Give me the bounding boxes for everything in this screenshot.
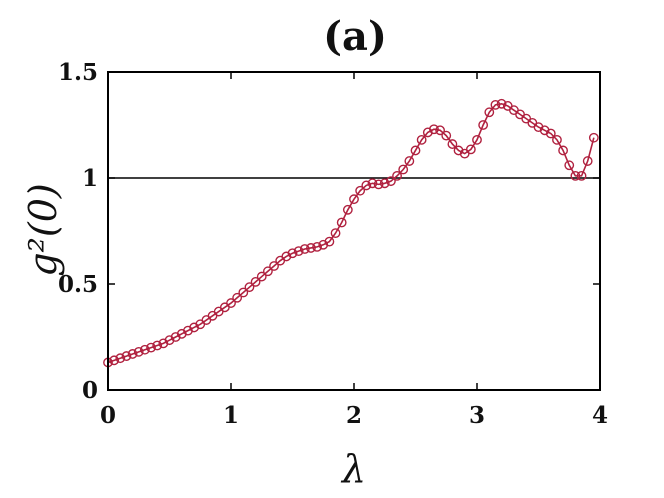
plot-frame: [107, 71, 601, 391]
chart-title: (a): [323, 13, 387, 60]
data-point: [250, 276, 261, 287]
y-tick-label: 0: [82, 377, 98, 404]
data-point: [127, 349, 138, 359]
data-point: [349, 194, 359, 205]
x-tick-label: 2: [346, 402, 362, 429]
y-tick-label: 1: [82, 165, 98, 192]
data-point: [552, 134, 562, 145]
data-point: [115, 353, 126, 364]
data-point: [447, 139, 458, 149]
data-point: [576, 170, 587, 181]
data-point: [355, 185, 366, 196]
data-point: [226, 298, 236, 308]
data-point: [441, 130, 452, 141]
data-point: [429, 124, 439, 135]
data-point: [564, 160, 575, 171]
data-point: [410, 145, 421, 156]
data-point: [588, 132, 599, 143]
plot-layer: [103, 98, 599, 368]
data-point: [238, 287, 249, 298]
data-point: [484, 107, 495, 118]
data-point: [109, 355, 120, 366]
data-point: [361, 180, 372, 191]
data-point: [490, 99, 501, 110]
y-axis-label: g²(0): [21, 183, 65, 276]
x-axis-label: λ: [340, 447, 366, 491]
data-point: [244, 282, 255, 293]
data-point: [404, 156, 415, 166]
data-point: [330, 228, 341, 239]
data-point: [398, 164, 409, 175]
y-tick-label: 0.5: [58, 271, 98, 298]
data-point: [545, 128, 556, 139]
data-point: [146, 342, 156, 353]
x-tick-label: 4: [592, 402, 608, 429]
data-point: [324, 236, 335, 247]
data-point: [385, 176, 396, 187]
y-tick-label: 1.5: [58, 59, 98, 86]
data-point: [121, 351, 132, 361]
data-point: [342, 204, 353, 215]
x-tick-label: 1: [223, 402, 239, 429]
series-line: [107, 102, 595, 364]
data-point: [582, 156, 593, 166]
data-point: [570, 170, 581, 181]
data-point: [367, 178, 378, 189]
data-point: [287, 248, 298, 259]
data-point: [478, 120, 489, 130]
data-point: [269, 261, 279, 271]
data-point: [336, 217, 347, 228]
data-point: [373, 179, 384, 190]
data-point: [139, 344, 150, 355]
data-point: [392, 170, 402, 181]
data-point: [232, 292, 243, 303]
data-point: [496, 98, 507, 109]
data-point: [256, 271, 267, 282]
data-point: [299, 244, 310, 254]
data-point: [472, 134, 482, 145]
axis-layer: 0 1 2 3 4 0 0.5 1 1.5: [58, 59, 608, 429]
data-point: [435, 125, 445, 136]
data-point: [293, 246, 304, 257]
data-point: [262, 266, 273, 277]
data-point: [152, 340, 163, 351]
data-point: [558, 145, 568, 156]
data-point: [306, 243, 316, 253]
x-tick-label: 3: [469, 402, 485, 429]
data-point: [416, 134, 427, 145]
data-point: [379, 178, 390, 189]
data-point: [465, 144, 476, 155]
data-point: [133, 346, 144, 357]
x-tick-label: 0: [100, 402, 116, 429]
data-point: [312, 241, 322, 252]
